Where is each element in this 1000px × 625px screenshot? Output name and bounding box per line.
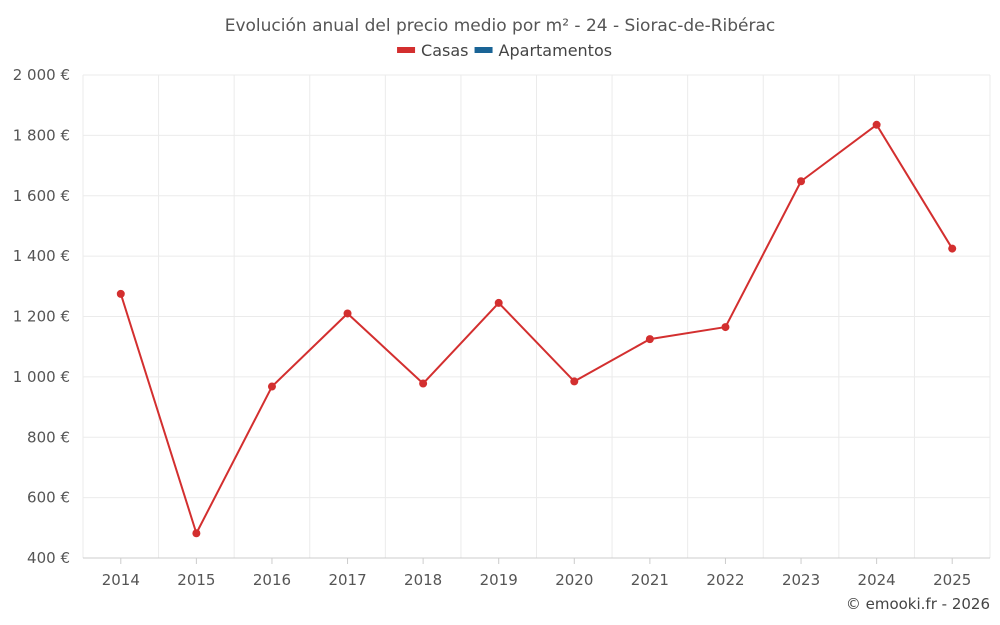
y-axis: 400 € 600 € 800 € 1 000 € 1 200 € 1 400 € 1 60…: [13, 66, 70, 567]
x-tick-label: 2015: [177, 571, 215, 589]
x-tick-label: 2018: [404, 571, 442, 589]
data-point[interactable]: [797, 177, 806, 186]
legend-label: Apartamentos: [499, 41, 613, 60]
data-point[interactable]: [419, 379, 428, 388]
data-point[interactable]: [116, 289, 125, 298]
y-tick-label: 400 €: [27, 549, 70, 567]
x-tick-label: 2022: [706, 571, 744, 589]
x-tick-label: 2017: [328, 571, 366, 589]
data-point[interactable]: [645, 335, 654, 344]
data-point[interactable]: [948, 244, 957, 253]
data-point[interactable]: [872, 120, 881, 129]
x-tick-label: 2023: [782, 571, 820, 589]
data-point[interactable]: [494, 298, 503, 307]
x-tick-label: 2025: [933, 571, 971, 589]
data-point[interactable]: [267, 382, 276, 391]
legend-swatch: [474, 47, 493, 53]
x-tick-label: 2021: [631, 571, 669, 589]
y-tick-label: 800 €: [27, 428, 70, 446]
x-tick-label: 2016: [253, 571, 291, 589]
series-line-casas: [119, 123, 954, 535]
x-axis: 2014 2015 2016 2017 2018 2019 2020 2021 2022 2023…: [83, 557, 990, 589]
y-tick-label: 1 200 €: [13, 308, 70, 326]
data-point[interactable]: [192, 529, 201, 538]
legend-label: Casas: [421, 41, 468, 60]
data-point[interactable]: [721, 323, 730, 332]
series-layer: [116, 120, 957, 538]
data-point[interactable]: [343, 309, 352, 318]
legend-item-apartamentos[interactable]: Apartamentos: [474, 41, 613, 60]
x-tick-label: 2014: [102, 571, 140, 589]
x-tick-label: 2019: [480, 571, 518, 589]
y-tick-label: 1 000 €: [13, 368, 70, 386]
x-tick-label: 2020: [555, 571, 593, 589]
y-tick-label: 1 600 €: [13, 187, 70, 205]
y-tick-label: 1 400 €: [13, 247, 70, 265]
credit-text: © emooki.fr - 2026: [846, 595, 990, 613]
y-tick-label: 600 €: [27, 489, 70, 507]
chart-title: Evolución anual del precio medio por m² …: [225, 16, 776, 36]
legend-item-casas[interactable]: Casas: [397, 41, 469, 60]
y-tick-label: 2 000 €: [13, 66, 70, 84]
legend: Casas Apartamentos: [397, 41, 612, 60]
y-tick-label: 1 800 €: [13, 126, 70, 144]
x-tick-label: 2024: [858, 571, 896, 589]
data-point[interactable]: [570, 377, 579, 386]
legend-swatch: [397, 47, 416, 53]
grid: [82, 74, 991, 558]
